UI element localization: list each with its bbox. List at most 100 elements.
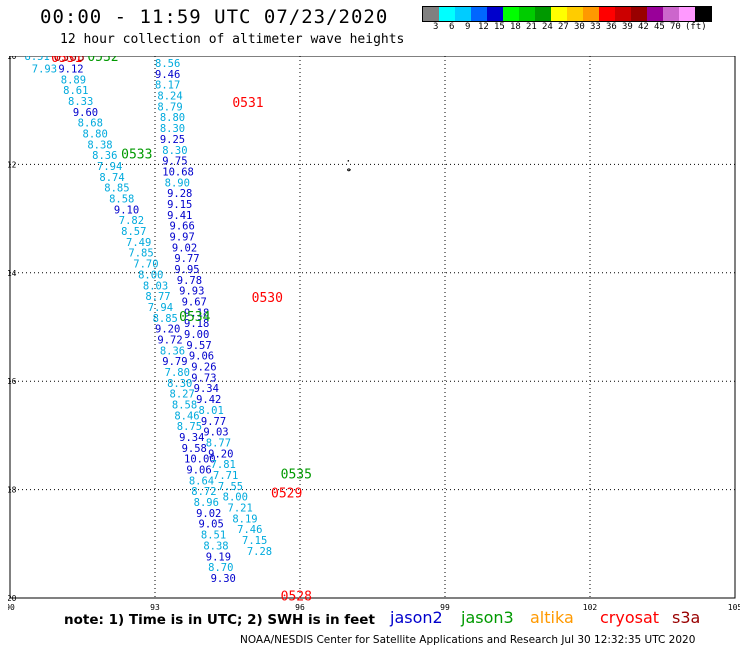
wave-height-value: 10.68	[162, 166, 194, 178]
wave-height-value: 8.58	[172, 400, 197, 412]
axis-labels: 90 93 96 99 102 105 -10 -12 -14 -16 -18 -20	[8, 56, 740, 612]
wave-height-value: 8.64	[189, 475, 214, 487]
wave-height-value: 9.66	[170, 221, 195, 233]
wave-height-value: 8.77	[206, 437, 231, 449]
wave-height-value: 8.51	[25, 56, 50, 63]
legend-entry-altika: altika	[530, 608, 574, 627]
color-scale-tick: 15	[494, 22, 505, 32]
wave-height-value: 8.30	[160, 123, 185, 135]
wave-height-value: 9.60	[73, 107, 98, 119]
color-scale-tick: 3	[433, 22, 439, 32]
color-scale-tick: 27	[558, 22, 569, 32]
lat-tick-label: -10	[8, 56, 17, 61]
color-swatch	[471, 7, 487, 21]
wave-height-value: 9.75	[162, 156, 187, 168]
pass-number-label: 0535	[281, 467, 312, 482]
color-swatch	[695, 7, 711, 21]
wave-height-value: 9.20	[208, 448, 233, 460]
wave-height-value: 8.30	[162, 145, 187, 157]
wave-height-value: 9.73	[191, 372, 216, 384]
wave-height-value: 8.17	[155, 80, 180, 92]
wave-height-value: 8.30	[167, 378, 192, 390]
wave-height-value: 8.68	[78, 118, 103, 130]
pass-number-label: 0532	[87, 56, 118, 65]
color-scale-tick: 45	[654, 22, 665, 32]
pass-number-label: 0534	[179, 310, 210, 325]
wave-height-value: 8.96	[194, 497, 219, 509]
footer-note: note: 1) Time is in UTC; 2) SWH is in fe…	[64, 612, 375, 628]
wave-height-value: 7.85	[128, 248, 153, 260]
color-swatch	[615, 7, 631, 21]
wave-height-value: 7.70	[133, 259, 158, 271]
wave-height-value: 8.75	[177, 421, 202, 433]
wave-height-value: 9.95	[174, 264, 199, 276]
pass-number-label: 0531	[51, 56, 82, 66]
pass-number-label: 0363	[54, 56, 85, 65]
wave-height-value: 8.85	[104, 183, 129, 195]
wave-height-value: 8.90	[165, 177, 190, 189]
wave-height-value: 7.82	[119, 215, 144, 227]
wave-height-value: 9.58	[182, 443, 207, 455]
wave-height-value: 8.85	[153, 313, 178, 325]
wave-height-value: 9.06	[189, 351, 214, 363]
wave-height-value: 8.38	[87, 139, 112, 151]
lat-tick-label: -14	[8, 269, 17, 278]
color-swatch	[679, 7, 695, 21]
wave-height-value: 9.57	[186, 340, 211, 352]
color-swatch	[455, 7, 471, 21]
lon-tick-label: 105	[728, 603, 740, 612]
wave-height-value: 9.10	[114, 204, 139, 216]
legend-entry-s3a: s3a	[672, 608, 701, 627]
legend-entry-jason2: jason2	[390, 608, 443, 627]
wave-height-value: 9.42	[196, 394, 221, 406]
pass-number-label: 0530	[252, 291, 283, 306]
wave-height-value: 10.00	[184, 454, 216, 466]
wave-height-value: 8.36	[92, 150, 117, 162]
color-scale-tick: 12	[478, 22, 489, 32]
wave-height-value: 9.19	[206, 551, 231, 563]
wave-height-value: 8.57	[121, 226, 146, 238]
color-swatch	[663, 7, 679, 21]
wave-height-value: 8.19	[232, 513, 257, 525]
wave-height-value: 8.27	[170, 389, 195, 401]
color-swatch	[647, 7, 663, 21]
color-swatch	[631, 7, 647, 21]
lon-tick-label: 102	[583, 603, 598, 612]
wave-height-value: 9.02	[172, 242, 197, 254]
wave-height-value: 9.03	[203, 427, 228, 439]
island-shape	[346, 168, 351, 172]
island-dot	[347, 160, 350, 162]
pass-number-label: 0529	[271, 486, 302, 501]
wave-height-value: 7.46	[237, 524, 262, 536]
map-frame	[9, 56, 736, 599]
wave-height-value: 7.55	[218, 481, 243, 493]
color-swatch	[423, 7, 439, 21]
wave-height-value: 9.72	[157, 334, 182, 346]
color-swatch	[535, 7, 551, 21]
lon-tick-label: 96	[295, 603, 305, 612]
lon-tick-label: 99	[440, 603, 450, 612]
wave-height-value: 8.00	[223, 492, 248, 504]
wave-height-value: 8.24	[157, 91, 182, 103]
wave-height-tracks: 8.517.93 9.128.898.618.339.608.688.808.38…	[25, 56, 273, 585]
wave-height-value: 9.46	[155, 69, 180, 81]
wave-height-value: 7.81	[211, 459, 236, 471]
wave-height-value: 7.94	[97, 161, 122, 173]
color-scale-tick: (ft)	[685, 22, 707, 32]
color-swatch	[503, 7, 519, 21]
wave-height-value: 9.78	[177, 275, 202, 287]
color-scale-tick: 18	[510, 22, 521, 32]
wave-height-value: 7.71	[213, 470, 238, 482]
wave-height-value: 8.56	[155, 58, 180, 70]
map-title: 00:00 - 11:59 UTC 07/23/2020	[40, 6, 389, 28]
lat-tick-label: -20	[8, 594, 17, 603]
wave-height-value: 8.46	[174, 410, 199, 422]
color-scale	[422, 6, 712, 22]
wave-height-value: 7.94	[148, 302, 173, 314]
wave-height-value: 9.41	[167, 210, 192, 222]
color-scale-tick: 33	[590, 22, 601, 32]
wave-height-value: 9.15	[167, 199, 192, 211]
map-subtitle: 12 hour collection of altimeter wave hei…	[60, 32, 405, 47]
wave-height-value: 9.05	[199, 519, 224, 531]
